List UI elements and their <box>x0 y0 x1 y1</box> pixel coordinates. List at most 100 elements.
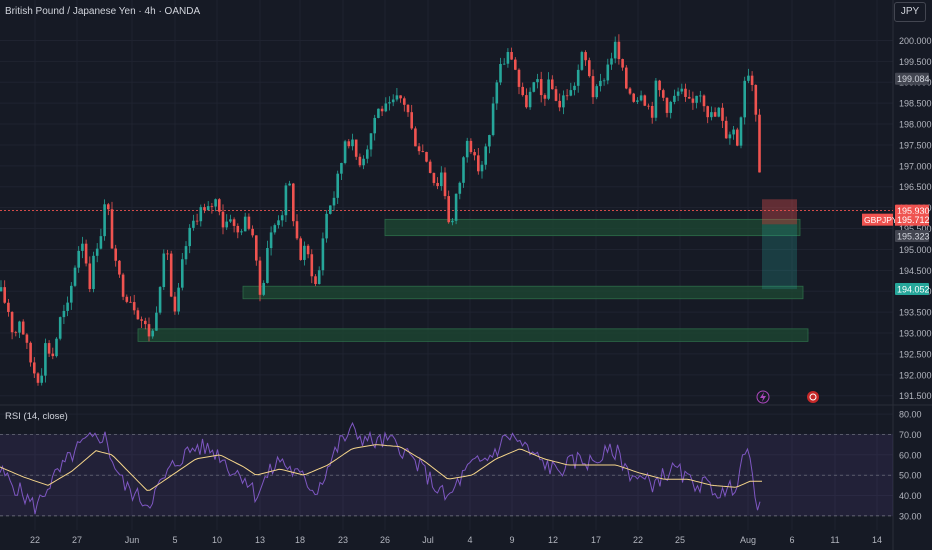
candle-body <box>10 311 14 333</box>
candle-body <box>573 85 576 91</box>
candle-body <box>673 95 676 102</box>
candle-body <box>251 228 254 236</box>
candle-body <box>280 215 284 221</box>
candle-body <box>377 108 380 118</box>
candle-body <box>188 227 191 247</box>
candle-body <box>647 105 650 107</box>
candle-body <box>114 248 117 261</box>
flag-event-icon-inner <box>809 393 817 401</box>
currency-button[interactable]: JPY <box>894 2 926 22</box>
candle-body <box>517 69 521 87</box>
date-tick-label: 18 <box>295 535 305 545</box>
candle-body <box>536 79 539 83</box>
candle-body <box>539 79 543 96</box>
price-tick-label: 193.500 <box>899 308 932 318</box>
candle-body <box>758 114 761 173</box>
level-price-tag-bg <box>895 204 929 217</box>
candle-body <box>0 287 3 292</box>
candle-body <box>362 158 365 166</box>
candle-body <box>203 207 206 211</box>
candle-body <box>662 90 665 98</box>
rsi-ma-line <box>0 444 762 491</box>
candle-body <box>584 52 587 61</box>
date-tick-label: 23 <box>338 535 348 545</box>
below-price-tag: 195.323 <box>897 231 930 241</box>
candle-body <box>521 86 524 96</box>
current-symbol: GBPJPY <box>864 215 898 225</box>
candle-body <box>195 220 199 222</box>
price-tick-label: 191.500 <box>899 391 932 401</box>
current-price-bg <box>895 213 929 226</box>
candle-body <box>432 172 436 183</box>
candle-body <box>676 91 680 96</box>
candle-body <box>103 204 106 237</box>
candle-body <box>70 285 73 303</box>
candles <box>0 34 761 386</box>
date-tick-label: 10 <box>212 535 222 545</box>
date-tick-label: Jul <box>422 535 434 545</box>
candle-body <box>406 104 410 113</box>
flag-event-icon-disc <box>807 391 819 403</box>
candle-body <box>243 216 247 232</box>
candle-body <box>232 219 236 226</box>
candle-body <box>632 93 635 102</box>
date-tick-label: 12 <box>548 535 558 545</box>
candle-body <box>743 80 746 118</box>
date-tick-label: 9 <box>509 535 514 545</box>
candle-body <box>284 185 288 216</box>
candle-body <box>184 246 188 260</box>
candle-body <box>136 310 140 320</box>
chart-title: British Pound / Japanese Yen · 4h · OAND… <box>5 6 200 17</box>
candle-body <box>547 79 550 99</box>
candle-body <box>665 97 669 113</box>
candle-body <box>451 220 454 223</box>
candle-body <box>425 151 428 162</box>
candle-body <box>732 129 735 135</box>
candle-body <box>144 320 147 325</box>
candle-body <box>269 232 273 249</box>
candle-body <box>421 151 425 152</box>
candle-body <box>310 254 314 277</box>
lightning-icon-glyph <box>760 392 766 402</box>
candle-body <box>33 362 36 374</box>
price-tick-label: 198.000 <box>899 120 932 130</box>
candle-body <box>395 95 399 100</box>
price-tick-label: 195.000 <box>899 245 932 255</box>
candle-body <box>428 161 432 173</box>
candle-body <box>58 317 62 339</box>
price-tick-label: 199.500 <box>899 57 932 67</box>
candle-body <box>210 206 214 207</box>
candle-body <box>736 129 739 146</box>
price-tick-label: 195.500 <box>899 224 932 234</box>
candle-body <box>181 259 184 288</box>
candle-body <box>410 112 413 129</box>
candle-body <box>754 84 758 115</box>
candle-body <box>147 324 151 337</box>
candle-body <box>739 117 743 146</box>
candle-body <box>721 107 724 121</box>
date-tick-label: Aug <box>740 535 756 545</box>
candle-body <box>358 156 362 166</box>
candle-body <box>343 141 347 163</box>
candle-body <box>484 146 487 165</box>
price-tick-label: 197.000 <box>899 161 932 171</box>
candle-body <box>84 243 88 264</box>
candle-body <box>14 332 18 334</box>
candle-body <box>99 236 103 249</box>
candle-body <box>21 321 25 335</box>
target-price-tag: 194.052 <box>897 285 930 295</box>
price-tick-label: 192.000 <box>899 370 932 380</box>
candle-body <box>580 52 584 70</box>
candle-body <box>81 243 84 251</box>
candle-body <box>40 375 43 383</box>
candle-body <box>229 219 232 222</box>
candle-body <box>47 343 51 354</box>
date-tick-label: 25 <box>675 535 685 545</box>
support-zone <box>384 218 801 237</box>
candle-body <box>266 248 269 283</box>
below-price-tag-bg <box>895 229 929 242</box>
candle-body <box>403 98 406 105</box>
candle-body <box>543 95 547 99</box>
